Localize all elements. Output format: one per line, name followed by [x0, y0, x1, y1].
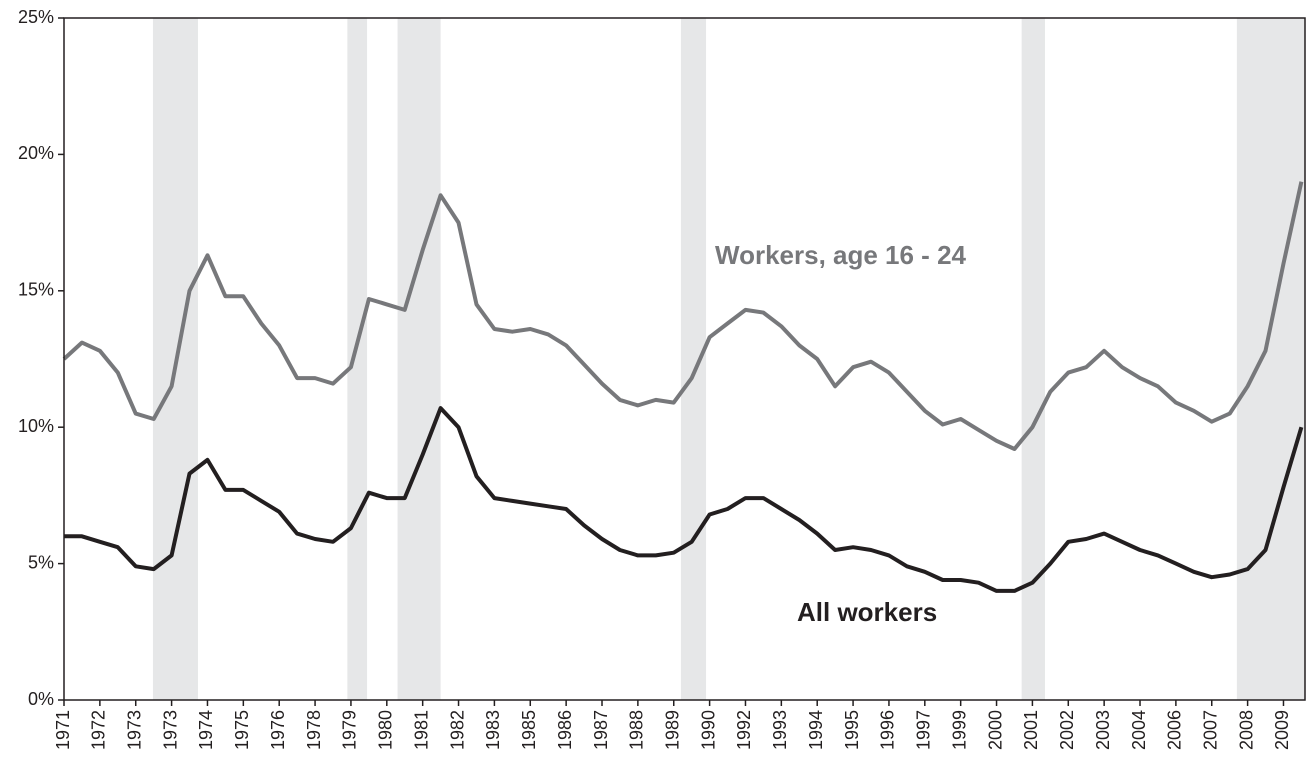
y-tick-label: 25%	[18, 7, 54, 27]
y-tick-label: 5%	[28, 552, 54, 572]
x-tick-label: 1985	[519, 710, 539, 750]
y-tick-label: 20%	[18, 143, 54, 163]
x-tick-label: 1981	[411, 710, 431, 750]
x-tick-label: 1992	[734, 710, 754, 750]
x-tick-label: 1989	[662, 710, 682, 750]
x-tick-label: 1988	[627, 710, 647, 750]
y-tick-label: 15%	[18, 280, 54, 300]
x-tick-label: 1971	[53, 710, 73, 750]
y-tick-label: 0%	[28, 689, 54, 709]
recession-band	[1021, 18, 1045, 700]
recession-band	[397, 18, 441, 700]
plot-frame	[63, 17, 1306, 701]
x-tick-label: 2002	[1057, 710, 1077, 750]
x-tick-label: 2007	[1200, 710, 1220, 750]
x-tick-label: 1976	[268, 710, 288, 750]
x-tick-label: 1990	[698, 710, 718, 750]
x-tick-label: 2006	[1165, 710, 1185, 750]
series-annotation: All workers	[797, 597, 937, 627]
x-tick-label: 2003	[1093, 710, 1113, 750]
x-tick-label: 1982	[447, 710, 467, 750]
x-tick-label: 1996	[878, 710, 898, 750]
y-tick-label: 10%	[18, 416, 54, 436]
x-tick-label: 1994	[806, 710, 826, 750]
series-line	[64, 406, 1304, 593]
plot-lines	[62, 181, 1304, 593]
x-tick-label: 2000	[985, 710, 1005, 750]
x-tick-label: 1987	[591, 710, 611, 750]
x-tick-label: 1979	[340, 710, 360, 750]
recession-bands	[152, 18, 1305, 700]
x-tick-label: 2008	[1236, 710, 1256, 750]
x-tick-label: 1983	[483, 710, 503, 750]
x-tick-label: 1999	[949, 710, 969, 750]
x-tick-label: 1993	[770, 710, 790, 750]
x-tick-label: 1997	[914, 710, 934, 750]
x-tick-label: 2001	[1021, 710, 1041, 750]
series-line	[62, 181, 1304, 451]
x-tick-label: 1995	[842, 710, 862, 750]
x-tick-label: 2004	[1129, 710, 1149, 750]
x-tick-label: 1978	[304, 710, 324, 750]
x-tick-label: 1973	[160, 710, 180, 750]
x-tick-label: 1973	[124, 710, 144, 750]
x-tick-label: 1986	[555, 710, 575, 750]
x-tick-label: 1972	[89, 710, 109, 750]
x-tick-label: 1975	[232, 710, 252, 750]
series-annotation: Workers, age 16 - 24	[715, 240, 967, 270]
x-tick-label: 2009	[1272, 710, 1292, 750]
recession-band	[1236, 18, 1305, 700]
recession-band	[680, 18, 707, 700]
recession-band	[347, 18, 368, 700]
x-tick-label: 1980	[376, 710, 396, 750]
x-tick-label: 1974	[196, 710, 216, 750]
